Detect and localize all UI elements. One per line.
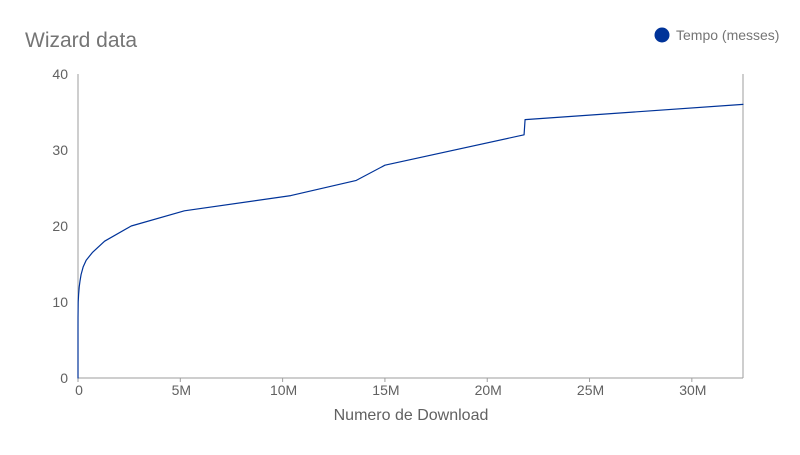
x-axis-title: Numero de Download [334, 407, 489, 424]
x-tick-label: 5M [172, 382, 191, 398]
axes [77, 74, 744, 379]
series-line [77, 103, 744, 379]
y-axis-ticks: 0 10 20 30 40 [52, 66, 68, 386]
legend: Tempo (messes) [654, 27, 779, 43]
legend-swatch-icon [654, 27, 670, 43]
x-tick-label: 30M [679, 382, 706, 398]
x-axis-ticks: 0 5M 10M 15M 20M 25M 30M [75, 378, 706, 398]
x-tick-label: 15M [372, 382, 399, 398]
y-tick-label: 20 [52, 218, 68, 234]
x-tick-label: 20M [475, 382, 502, 398]
x-tick-label: 0 [75, 382, 83, 398]
plot-area [77, 103, 744, 379]
x-tick-label: 10M [270, 382, 297, 398]
x-tick-label: 25M [577, 382, 604, 398]
y-tick-label: 30 [52, 142, 68, 158]
chart-title: Wizard data [25, 29, 137, 52]
y-tick-label: 0 [60, 370, 68, 386]
y-tick-label: 10 [52, 294, 68, 310]
legend-label: Tempo (messes) [676, 27, 779, 43]
y-tick-label: 40 [52, 66, 68, 82]
